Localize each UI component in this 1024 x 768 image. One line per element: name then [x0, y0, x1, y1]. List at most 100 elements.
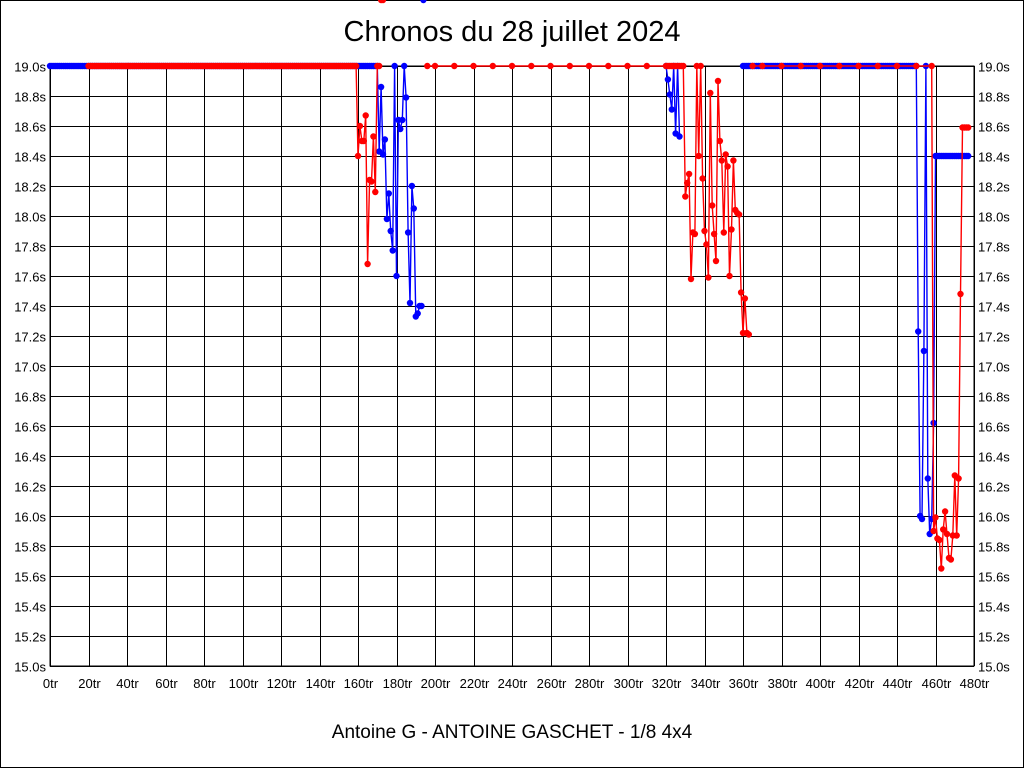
chart-title: Chronos du 28 juillet 2024	[343, 16, 681, 48]
data-point	[955, 475, 962, 482]
x-tick-label: 360tr	[729, 676, 759, 691]
data-point	[372, 188, 379, 196]
y-tick-label-left: 17.0s	[14, 360, 46, 375]
x-tick-label: 0tr	[43, 676, 59, 691]
y-tick-label-left: 18.2s	[14, 180, 46, 195]
y-tick-label-right: 17.2s	[978, 330, 1010, 345]
y-tick-label-left: 15.2s	[14, 630, 46, 645]
data-point	[722, 151, 729, 158]
data-point	[703, 241, 710, 248]
y-tick-label-left: 18.6s	[14, 120, 46, 135]
data-point	[915, 328, 922, 335]
y-tick-label-right: 16.4s	[978, 450, 1010, 465]
data-point	[940, 526, 947, 533]
data-point	[685, 170, 693, 178]
data-point	[913, 62, 920, 70]
data-point	[605, 62, 612, 70]
y-tick-label-right: 16.0s	[978, 510, 1010, 525]
data-point	[705, 274, 712, 281]
data-point	[691, 230, 699, 238]
y-tick-label-left: 17.4s	[14, 300, 46, 315]
y-tick-label-right: 17.4s	[978, 300, 1010, 315]
y-tick-label-left: 16.2s	[14, 480, 46, 495]
data-point	[943, 530, 951, 538]
y-tick-label-right: 15.2s	[978, 630, 1010, 645]
x-tick-label: 100tr	[229, 676, 259, 691]
y-tick-label-right: 16.6s	[978, 420, 1010, 435]
data-point	[406, 299, 414, 307]
x-tick-label: 80tr	[193, 676, 216, 691]
y-axis-ticks: 15.0s 15.0s 15.2s 15.2s 15.4s 15.4s 15.6s 15.6s…	[14, 60, 1010, 675]
y-tick-label-left: 17.2s	[14, 330, 46, 345]
data-point	[566, 62, 573, 70]
x-tick-label: 340tr	[691, 676, 721, 691]
y-tick-label-right: 15.8s	[978, 540, 1010, 555]
data-point	[920, 347, 928, 355]
y-tick-label-left: 15.6s	[14, 570, 46, 585]
series-line	[427, 65, 750, 336]
data-point	[724, 163, 731, 170]
x-tick-label: 460tr	[922, 676, 952, 691]
x-tick-label: 260tr	[537, 676, 567, 691]
y-tick-label-right: 18.2s	[978, 180, 1010, 195]
data-point	[709, 202, 716, 209]
data-point	[377, 83, 385, 91]
data-point	[666, 91, 673, 98]
y-tick-label-left: 16.8s	[14, 390, 46, 405]
x-tick-label: 480tr	[960, 676, 990, 691]
grid	[49, 65, 975, 667]
x-tick-label: 20tr	[78, 676, 101, 691]
data-point	[749, 62, 756, 70]
data-point	[424, 62, 431, 70]
data-point	[745, 331, 752, 338]
data-point	[737, 289, 745, 296]
data-point	[924, 475, 931, 482]
data-point	[385, 190, 392, 197]
y-tick-label-right: 18.8s	[978, 90, 1010, 105]
x-tick-label: 200tr	[421, 676, 451, 691]
data-point	[404, 229, 412, 236]
series-line	[752, 65, 969, 569]
data-point	[730, 157, 737, 164]
x-tick-label: 400tr	[806, 676, 836, 691]
data-point	[682, 193, 689, 200]
data-point	[547, 62, 554, 70]
data-point	[735, 211, 743, 218]
y-tick-label-left: 15.0s	[14, 660, 46, 675]
data-point	[381, 136, 389, 143]
data-point	[687, 275, 695, 283]
x-tick-label: 140tr	[306, 676, 336, 691]
data-point	[938, 565, 945, 572]
y-tick-label-right: 16.2s	[978, 480, 1010, 495]
x-tick-label: 320tr	[652, 676, 682, 691]
y-tick-label-left: 18.0s	[14, 210, 46, 225]
data-point	[720, 229, 727, 236]
x-tick-label: 220tr	[460, 676, 490, 691]
x-tick-label: 380tr	[768, 676, 798, 691]
data-point	[816, 62, 824, 70]
y-tick-label-right: 19.0s	[978, 60, 1010, 75]
data-point	[759, 62, 766, 70]
x-tick-label: 440tr	[883, 676, 913, 691]
data-point	[402, 94, 410, 101]
y-tick-label-right: 16.8s	[978, 390, 1010, 405]
x-tick-label: 60tr	[155, 676, 178, 691]
y-tick-label-right: 15.0s	[978, 660, 1010, 675]
data-point	[695, 152, 702, 160]
data-point	[397, 125, 404, 133]
y-tick-label-right: 17.0s	[978, 360, 1010, 375]
y-tick-label-left: 18.4s	[14, 150, 46, 165]
y-tick-label-left: 16.4s	[14, 450, 46, 465]
data-point	[408, 182, 416, 190]
data-point	[918, 515, 926, 523]
data-point	[710, 230, 718, 238]
data-point	[712, 257, 720, 265]
y-tick-label-left: 15.4s	[14, 600, 46, 615]
x-tick-label: 120tr	[267, 676, 297, 691]
data-point	[718, 157, 725, 164]
series-line	[88, 65, 380, 265]
x-tick-label: 280tr	[575, 676, 605, 691]
y-tick-label-left: 16.6s	[14, 420, 46, 435]
data-point	[354, 152, 362, 160]
data-point	[893, 62, 901, 70]
